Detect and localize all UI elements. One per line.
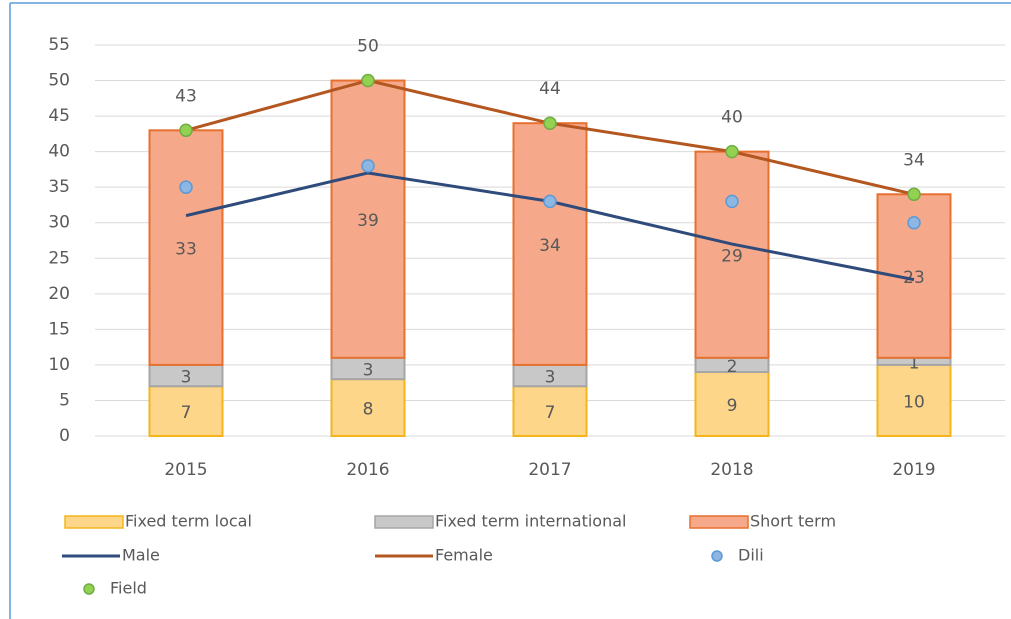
legend-label: Short term — [750, 512, 836, 531]
point — [907, 215, 921, 230]
legend-swatch — [64, 515, 124, 529]
point-value-label: 40 — [721, 108, 743, 128]
bar-value-label: 23 — [903, 268, 925, 288]
y-tick-label: 50 — [48, 71, 70, 91]
legend-label: Field — [110, 579, 147, 598]
bar-value-label: 7 — [545, 403, 556, 423]
y-tick-label: 0 — [59, 426, 70, 446]
y-tick-label: 20 — [48, 284, 70, 304]
bar-value-label: 3 — [363, 360, 374, 380]
y-tick-label: 40 — [48, 142, 70, 162]
y-tick-label: 30 — [48, 213, 70, 233]
y-tick-label: 35 — [48, 177, 70, 197]
bar-segment — [694, 371, 770, 438]
bar-segment — [148, 385, 224, 437]
bar-value-label: 9 — [727, 396, 738, 416]
point — [725, 194, 739, 209]
y-tick-label: 5 — [59, 390, 70, 410]
bar-segment — [512, 122, 588, 366]
legend-label: Dili — [738, 546, 764, 565]
legend-label: Fixed term international — [435, 512, 626, 531]
point-value-label: 50 — [357, 37, 379, 57]
bar-value-label: 33 — [175, 240, 197, 260]
x-tick-label: 2015 — [164, 460, 207, 480]
bar-segment — [330, 378, 406, 437]
x-tick-label: 2016 — [346, 460, 389, 480]
legend-label: Male — [122, 546, 160, 565]
point-value-label: 44 — [539, 79, 561, 99]
legend-swatch — [83, 583, 95, 595]
point — [543, 116, 557, 130]
x-tick-label: 2019 — [892, 460, 935, 480]
point — [179, 123, 193, 138]
point-value-label: 34 — [903, 150, 925, 170]
bar-value-label: 34 — [539, 236, 561, 256]
point — [725, 144, 739, 159]
bar-value-label: 3 — [181, 368, 192, 388]
point — [361, 159, 375, 173]
point — [361, 73, 375, 88]
point — [543, 194, 557, 209]
bar-value-label: 8 — [363, 400, 374, 420]
legend-label: Female — [435, 546, 493, 565]
legend-swatch — [374, 515, 434, 529]
point — [907, 187, 921, 202]
y-tick-label: 15 — [48, 319, 70, 339]
y-tick-label: 25 — [48, 248, 70, 268]
bar-segment — [694, 150, 770, 359]
y-tick-label: 55 — [48, 35, 70, 55]
bar-segment — [876, 363, 952, 437]
y-tick-label: 10 — [48, 355, 70, 375]
bar-value-label: 39 — [357, 211, 379, 231]
bar-value-label: 1 — [909, 353, 920, 373]
bar-segment — [330, 79, 406, 359]
legend-swatch — [689, 515, 749, 529]
legend-label: Fixed term local — [125, 512, 252, 531]
y-tick-label: 45 — [48, 106, 70, 126]
bar-value-label: 10 — [903, 392, 925, 412]
bar-segment — [148, 129, 224, 366]
bar-value-label: 29 — [721, 247, 743, 267]
x-tick-label: 2018 — [710, 460, 753, 480]
point-value-label: 43 — [175, 86, 197, 106]
bar-value-label: 7 — [181, 403, 192, 423]
bar-value-label: 2 — [727, 357, 738, 377]
x-tick-label: 2017 — [528, 460, 571, 480]
legend-swatch — [711, 550, 723, 562]
bar-value-label: 3 — [545, 368, 556, 388]
point — [179, 180, 193, 194]
